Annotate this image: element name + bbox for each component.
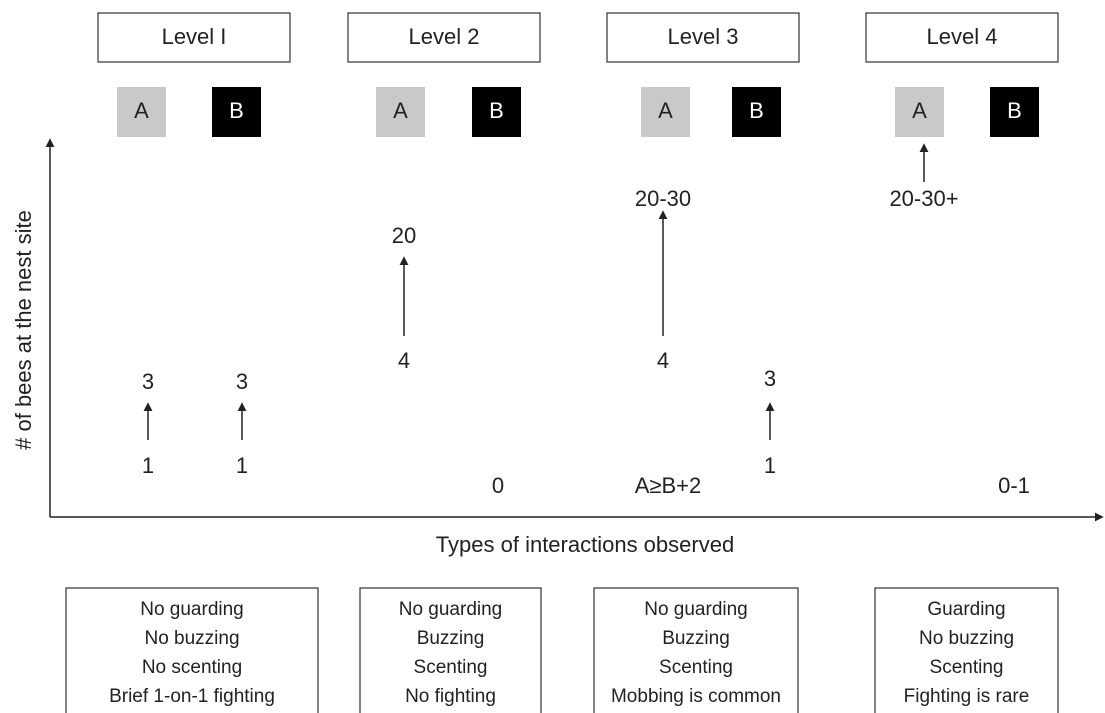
group-a-box: [895, 87, 944, 137]
interaction-box: [65, 587, 319, 713]
group-a-box: [641, 87, 690, 137]
annotation: 0-1: [998, 473, 1030, 498]
annotation: 1: [764, 453, 776, 478]
level-box: [347, 12, 541, 63]
x-axis-label: Types of interactions observed: [436, 532, 734, 557]
annotation: 1: [236, 453, 248, 478]
group-b-box: [472, 87, 521, 137]
level-label: Level I: [162, 24, 227, 49]
level-label: Level 4: [927, 24, 998, 49]
group-a-box: [376, 87, 425, 137]
group-a-label: A: [393, 98, 408, 123]
interaction-box: [593, 587, 799, 713]
y-axis-label: # of bees at the nest site: [11, 210, 36, 450]
group-b-label: B: [1007, 98, 1022, 123]
group-b-box: [212, 87, 261, 137]
level-label: Level 3: [668, 24, 739, 49]
annotation: 4: [398, 348, 410, 373]
level-box: [865, 12, 1059, 63]
group-b-box: [990, 87, 1039, 137]
interaction-text: No buzzing: [144, 628, 239, 649]
annotation: 3: [236, 369, 248, 394]
annotation: A≥B+2: [635, 473, 702, 498]
annotations: 3 1 3 1 20 4 0 20-30 4 A≥B+2 3 1 20-30+ …: [142, 143, 1030, 498]
annotation: 0: [492, 473, 504, 498]
interaction-text: No fighting: [405, 686, 496, 707]
interaction-box: [359, 587, 542, 713]
interaction-text: Buzzing: [662, 628, 730, 649]
interaction-text: No guarding: [644, 599, 748, 620]
interaction-text: Fighting is rare: [904, 686, 1030, 707]
group-b-box: [732, 87, 781, 137]
level-box: [97, 12, 291, 63]
interaction-text: Brief 1-on-1 fighting: [109, 686, 275, 707]
group-a-label: A: [134, 98, 149, 123]
annotation: 1: [142, 453, 154, 478]
annotation: 4: [657, 348, 669, 373]
interaction-text: Buzzing: [417, 628, 485, 649]
interaction-text: No guarding: [140, 599, 244, 620]
interaction-text: No buzzing: [919, 628, 1014, 649]
annotation: 3: [764, 366, 776, 391]
interaction-text: Scenting: [659, 657, 733, 678]
interaction-text: Scenting: [414, 657, 488, 678]
annotation: 20-30: [635, 186, 691, 211]
group-a-label: A: [658, 98, 673, 123]
group-b-label: B: [229, 98, 244, 123]
interaction-text: Guarding: [927, 599, 1005, 620]
level-label: Level 2: [409, 24, 480, 49]
annotation: 20-30+: [889, 186, 958, 211]
group-a-box: [117, 87, 166, 137]
interaction-text: Scenting: [930, 657, 1004, 678]
annotation: 20: [392, 223, 416, 248]
annotation: 3: [142, 369, 154, 394]
interaction-box: [874, 587, 1059, 713]
interaction-text: No guarding: [399, 599, 503, 620]
interaction-text: Mobbing is common: [611, 686, 781, 707]
levels: Level I A B No guarding No buzzing No scentin…: [65, 12, 1059, 713]
group-b-label: B: [749, 98, 764, 123]
group-b-label: B: [489, 98, 504, 123]
group-a-label: A: [912, 98, 927, 123]
level-box: [606, 12, 800, 63]
interaction-text: No scenting: [142, 657, 242, 678]
